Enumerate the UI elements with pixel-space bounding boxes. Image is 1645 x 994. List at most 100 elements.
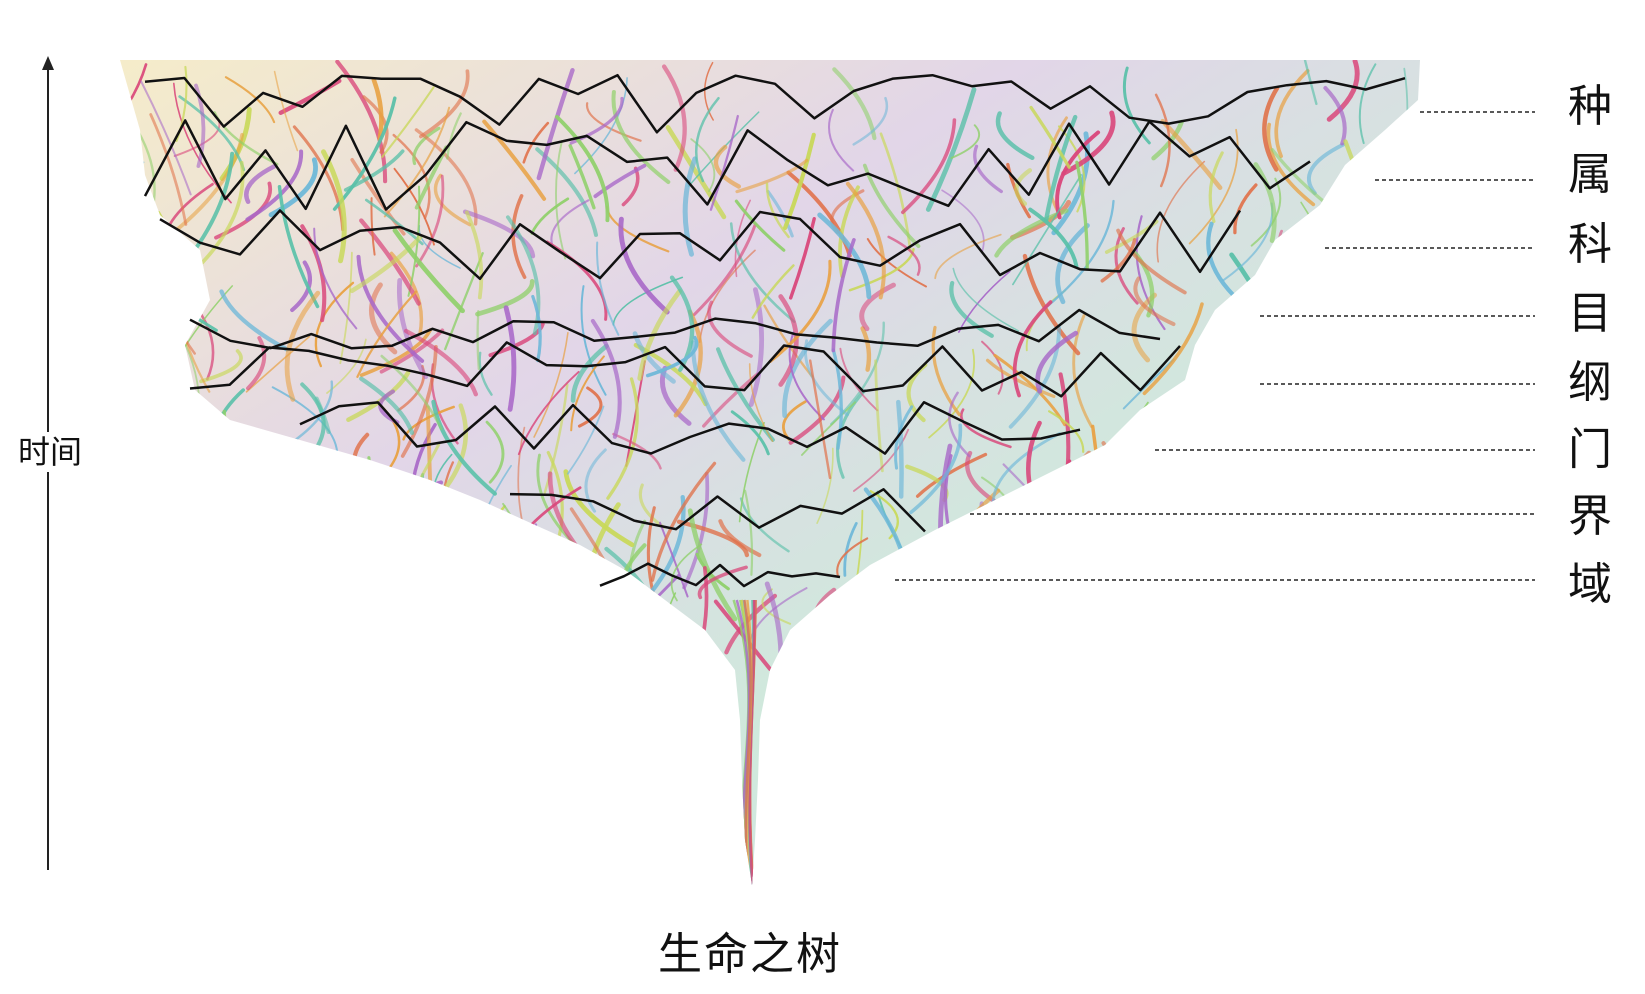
tree-branch [165,520,230,592]
tree-branch [217,433,290,495]
tree-branch [1075,160,1089,271]
tree-branch [1043,591,1088,654]
tree-branch [1092,576,1101,687]
tree-branch [836,537,869,578]
tree-branch [568,144,596,210]
tree-branch [1400,245,1420,312]
tree-branch [300,224,327,323]
rank-label-family: 科 [1568,219,1612,270]
tree-branch [356,590,412,650]
tree-branch [1162,567,1191,663]
tree-branch [1005,544,1025,612]
tree-branch [1087,570,1120,608]
tree-branch [673,309,703,418]
tree-branch [396,278,429,380]
tree-branch [765,182,790,239]
tree-branch [748,287,765,407]
rank-boundary-line [189,308,1161,350]
tree-branch [1191,364,1241,416]
tree-branch [443,527,515,606]
tree-branch [278,78,342,115]
tree-branch [1182,447,1226,532]
tree-branch [343,149,405,192]
tree-branch [232,608,293,699]
trunk-strand [743,599,752,885]
tree-branch [440,403,469,494]
tree-branch [1155,511,1177,632]
tree-branch [1308,280,1350,354]
tree-branch [244,164,277,205]
time-axis-arrow-icon [42,56,54,70]
tree-branch [958,270,1011,333]
tree-branch [1274,68,1310,159]
tree-branch [1361,305,1387,360]
tree-branch [531,294,542,363]
tree-branch [381,86,435,158]
tree-branch [224,76,276,124]
tree-branch [1391,158,1420,215]
tree-branch [838,185,860,278]
tree-branch [134,515,159,589]
tree-branch [1340,203,1399,310]
tree-branch [1069,573,1132,680]
tree-branch [313,227,358,330]
tree-branch [156,262,175,361]
tree-branch [555,140,567,260]
tree-branch [1216,565,1288,654]
tree-branch [1178,451,1230,488]
tree-branch [1334,591,1390,638]
trunk-strand [748,599,756,885]
tree-branch [1257,595,1317,695]
tree-branch [1028,207,1079,268]
tree-branch [535,147,598,237]
tree-branch [1288,309,1334,375]
tree-branch [1253,162,1277,243]
tree-silhouette [120,60,1420,885]
tree-branch [204,584,259,629]
tree-branch [1369,540,1397,647]
tree-branch [1165,454,1205,518]
tree-branch [1362,550,1384,661]
tree-branch [1229,252,1297,368]
tree-branch [349,234,423,294]
tree-branch [533,332,569,438]
tree-branch [1374,405,1389,502]
tree-branch [709,114,739,211]
tree-branch [1116,228,1187,295]
tree-branch [981,340,1004,395]
tree-branch [1153,583,1190,680]
tree-branch [1103,460,1151,528]
tree-branch [925,87,977,212]
tree-branch [1079,550,1140,588]
tree-branch [156,374,193,470]
tree-branch [120,161,145,283]
tree-branch [292,380,334,443]
tree-branch [120,312,154,388]
rank-label-phylum: 门 [1568,424,1612,475]
tree-branch [1142,302,1204,396]
tree-branch [816,447,834,524]
tree-branch [995,111,1035,160]
tree-branch [383,106,451,218]
tree-branch [1319,271,1333,337]
tree-branch [860,326,872,372]
tree-branch [1176,436,1248,515]
tree-branch [730,410,770,456]
tree-branch [1392,439,1420,519]
tree-branch [952,267,1020,332]
tree-branch [782,318,833,419]
tree-branch [250,573,308,683]
tree-branch [1203,333,1244,368]
tree-branch [151,446,201,537]
tree-branch [1081,500,1150,562]
tree-branch [1208,151,1224,223]
tree-branch [263,595,292,671]
tree-branch [1029,527,1072,612]
tree-branch [259,567,315,666]
tree-branch [506,589,526,637]
tree-branch [661,64,687,172]
tree-branch [147,480,207,566]
tree-branch [1065,526,1091,570]
tree-branch [991,432,1061,503]
tree-branch [702,372,760,428]
